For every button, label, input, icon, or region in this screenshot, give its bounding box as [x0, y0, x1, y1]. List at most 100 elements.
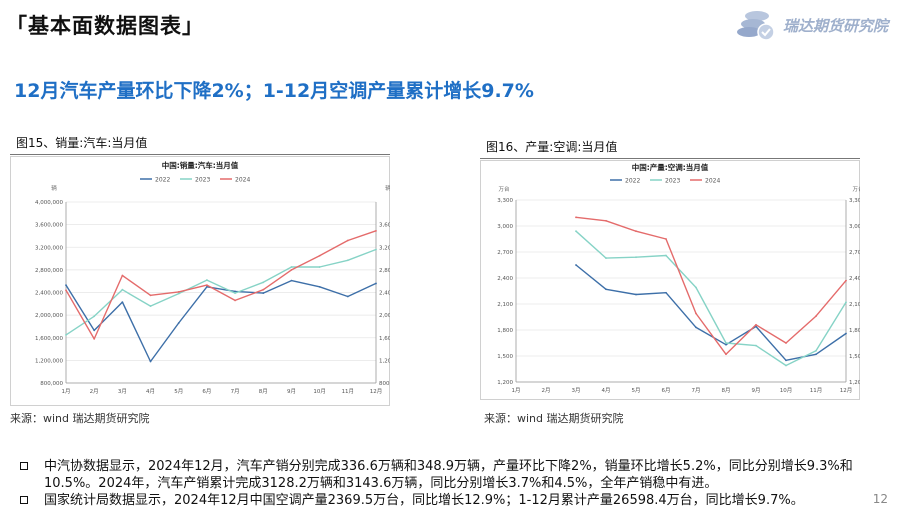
- x-tick-label: 5月: [632, 387, 641, 394]
- data-point-2023: [845, 301, 847, 304]
- y-tick-left: 1,600,000: [35, 336, 63, 342]
- chart-title: 中国:产量:空调:当月值: [632, 162, 709, 172]
- y-tick-left: 2,400,000: [35, 291, 63, 297]
- data-point-2024: [177, 291, 180, 293]
- legend-label-2023: 2023: [665, 178, 680, 185]
- data-point-2023: [65, 334, 67, 336]
- square-bullet-icon: [20, 496, 28, 504]
- y-tick-right: 3,000: [849, 224, 860, 230]
- x-tick-label: 6月: [202, 388, 211, 395]
- x-tick-label: 6月: [662, 387, 671, 394]
- data-point-2022: [346, 295, 349, 298]
- x-tick-label: 8月: [259, 388, 268, 395]
- y-tick-left: 1,500: [497, 354, 513, 360]
- series-line-2024: [65, 230, 377, 340]
- bullet-item: 中汽协数据显示，2024年12月，汽车产销分别完成336.6万辆和348.9万辆…: [16, 458, 876, 492]
- data-point-2023: [206, 279, 208, 281]
- legend-label-2022: 2022: [625, 178, 640, 185]
- chart-frame: [10, 156, 390, 406]
- x-tick-label: 7月: [692, 387, 701, 394]
- data-point-2024: [605, 219, 607, 222]
- data-point-2024: [65, 289, 67, 292]
- bullet-item: 国家统计局数据显示，2024年12月中国空调产量2369.5万台，同比增长12.…: [16, 492, 876, 509]
- x-tick-label: 1月: [62, 388, 71, 395]
- data-point-2024: [93, 337, 96, 340]
- y-tick-right: 1,600,000: [379, 336, 390, 342]
- x-tick-label: 1月: [512, 387, 521, 394]
- series-line-2022: [65, 279, 377, 363]
- data-point-2023: [725, 342, 727, 344]
- y-tick-right: 3,600,000: [379, 223, 390, 229]
- data-point-2022: [65, 284, 67, 287]
- y-tick-right: 3,200,000: [379, 245, 390, 251]
- chart-auto-sales: 中国:销量:汽车:当月值 2022 2023 2024 辆 辆 800,000 1,200,0…: [10, 156, 390, 406]
- section-title: 「基本面数据图表」: [6, 14, 204, 38]
- data-point-2024: [234, 299, 236, 302]
- series-line-2022: [575, 264, 847, 361]
- data-point-2023: [177, 292, 180, 295]
- data-point-2023: [665, 254, 667, 257]
- y-tick-right: 2,700: [849, 250, 860, 256]
- y-tick-left: 1,800: [497, 328, 513, 334]
- data-point-2024: [121, 274, 124, 277]
- data-point-2023: [575, 230, 577, 233]
- data-point-2022: [290, 279, 293, 282]
- y-tick-right: 1,500: [849, 354, 860, 360]
- data-point-2024: [815, 315, 817, 318]
- figure-15-divider: [10, 154, 390, 155]
- data-point-2023: [149, 305, 152, 307]
- x-tick-label: 10月: [780, 387, 793, 394]
- figure-16-label: 图16、产量:空调:当月值: [486, 140, 618, 154]
- y-tick-right: 2,000,000: [379, 313, 390, 319]
- y-tick-left: 3,600,000: [35, 223, 63, 229]
- data-point-2024: [695, 312, 697, 315]
- data-point-2024: [375, 229, 377, 232]
- y-tick-right: 2,800,000: [379, 268, 390, 274]
- data-point-2022: [815, 353, 817, 356]
- data-point-2023: [93, 315, 96, 318]
- y-tick-right: 2,400,000: [379, 291, 390, 297]
- figure-16-divider: [480, 158, 860, 159]
- data-point-2022: [149, 360, 152, 363]
- data-point-2024: [206, 284, 208, 287]
- data-point-2023: [815, 349, 817, 352]
- y-tick-left: 3,000: [497, 224, 513, 230]
- unit-right: 辆: [385, 184, 390, 192]
- data-point-2024: [755, 323, 757, 326]
- x-tick-label: 9月: [287, 388, 296, 395]
- data-point-2023: [121, 288, 124, 291]
- y-tick-left: 4,000,000: [35, 200, 63, 206]
- data-point-2024: [575, 216, 577, 219]
- legend-label-2022: 2022: [155, 177, 170, 184]
- data-point-2023: [290, 266, 293, 268]
- data-point-2024: [725, 353, 727, 356]
- data-point-2024: [290, 268, 293, 271]
- y-tick-left: 2,000,000: [35, 313, 63, 319]
- page-number: 12: [872, 492, 888, 506]
- data-point-2023: [635, 256, 637, 259]
- data-point-2022: [845, 332, 847, 335]
- x-tick-label: 3月: [572, 387, 581, 394]
- data-point-2022: [725, 343, 727, 346]
- data-point-2022: [93, 329, 96, 332]
- y-tick-right: 2,400: [849, 276, 860, 282]
- x-tick-label: 9月: [752, 387, 761, 394]
- y-tick-left: 800,000: [40, 381, 63, 387]
- figure-15-label: 图15、销量:汽车:当月值: [16, 136, 148, 150]
- x-tick-label: 2月: [90, 388, 99, 395]
- data-point-2022: [206, 285, 208, 288]
- data-point-2022: [262, 292, 265, 294]
- data-point-2022: [605, 288, 607, 291]
- data-point-2024: [665, 238, 667, 240]
- data-point-2023: [346, 259, 349, 262]
- x-tick-label: 4月: [146, 388, 155, 395]
- data-point-2022: [121, 301, 124, 304]
- y-tick-left: 1,200: [497, 380, 513, 386]
- data-point-2022: [635, 293, 637, 296]
- data-point-2024: [346, 239, 349, 242]
- data-point-2023: [695, 286, 697, 289]
- bullet-text: 中汽协数据显示，2024年12月，汽车产销分别完成336.6万辆和348.9万辆…: [44, 459, 853, 491]
- x-tick-label: 12月: [370, 388, 383, 395]
- x-tick-label: 12月: [840, 387, 853, 394]
- y-tick-left: 3,200,000: [35, 245, 63, 251]
